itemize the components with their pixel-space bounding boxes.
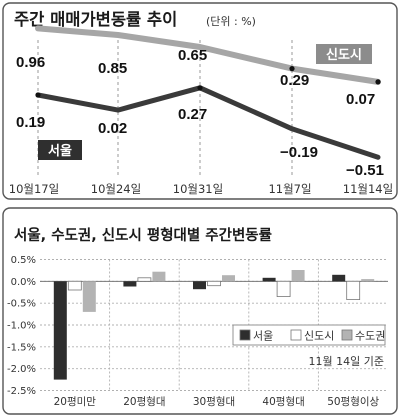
bar-chart-panel: 서울, 수도권, 신도시 평형대별 주간변동률 0.5% 0.0% -0.5% -1.…	[2, 207, 398, 415]
line-value-label: 0.27	[178, 106, 207, 123]
bar-x-tick-label: 20평형대	[123, 396, 165, 408]
bar-seoul	[262, 277, 276, 282]
bar-x-tick-label: 40평형대	[262, 396, 304, 408]
line-chart-x-ticks: 10월17일 10월24일 10월31일 11월7일 11월14일	[9, 182, 393, 196]
line-value-label: 0.29	[280, 72, 309, 89]
bar-y-tick-label: -1.5%	[7, 342, 36, 353]
line-value-label: 0.19	[16, 114, 45, 131]
line-x-tick-label: 11월14일	[343, 182, 393, 196]
line-x-tick-label: 10월31일	[173, 182, 223, 196]
line-x-tick-label: 10월24일	[91, 182, 141, 196]
legend-tag-sindosi	[316, 44, 372, 64]
legend-swatch-sudogwon	[341, 329, 353, 341]
line-value-label: −0.19	[280, 144, 318, 161]
legend-swatch-seoul	[239, 329, 251, 341]
line-chart-unit-note: (단위 : %)	[206, 15, 256, 28]
line-value-label: 0.85	[98, 60, 127, 77]
bar-sudogwon	[152, 271, 166, 282]
legend-label-sindosi: 신도시	[304, 330, 334, 343]
bar-chart-grid	[40, 259, 388, 391]
bar-sudogwon	[291, 270, 305, 282]
line-chart-series	[35, 25, 381, 160]
bar-chart-x-ticks: 20평미만 20평형대 30평형대 40평형대 50평형이상	[54, 396, 380, 408]
line-value-label: 0.65	[178, 47, 207, 64]
bar-seoul	[332, 274, 346, 282]
bar-sudogwon	[82, 281, 96, 312]
bar-sudogwon	[222, 275, 235, 282]
bar-seoul	[193, 281, 206, 290]
legend-tag-sindosi-label: 신도시	[326, 48, 362, 63]
bar-chart-bars	[53, 270, 375, 380]
bar-y-tick-label: -2.5%	[7, 386, 36, 397]
legend-tag-seoul-label: 서울	[48, 143, 72, 159]
bar-sindosi	[346, 280, 361, 300]
line-chart-panel: 주간 매매가변동률 추이 (단위 : %) 0.96 0.850.650.290.…	[2, 2, 398, 200]
bar-y-tick-label: 0.5%	[11, 255, 36, 266]
bar-sindosi	[207, 280, 221, 287]
bar-chart-date-note: 11월 14일 기준	[309, 354, 384, 368]
line-value-label: 0.96	[16, 54, 45, 71]
bar-chart-y-ticks: 0.5% 0.0% -0.5% -1.0% -1.5% -2.0% -2.5%	[7, 255, 36, 397]
legend-swatch-sindosi	[290, 329, 302, 341]
bar-y-tick-label: -1.0%	[7, 321, 36, 332]
legend-label-seoul: 서울	[253, 330, 273, 343]
legend-tag-seoul	[38, 140, 82, 160]
legend-label-sudogwon: 수도권	[355, 330, 385, 343]
line-point-marker	[375, 79, 381, 85]
line-value-label: −0.51	[346, 162, 384, 179]
bar-sudogwon	[361, 279, 375, 282]
line-x-tick-label: 10월17일	[9, 182, 59, 196]
bar-x-tick-label: 50평형이상	[327, 396, 379, 408]
bar-y-tick-label: -2.0%	[7, 364, 36, 375]
bar-seoul	[123, 281, 137, 287]
line-point-marker	[35, 92, 41, 98]
line-point-marker	[197, 85, 203, 91]
line-chart-title: 주간 매매가변동률 추이	[14, 10, 177, 29]
bar-seoul	[53, 281, 67, 380]
bar-sindosi	[276, 280, 291, 297]
line-x-tick-label: 11월7일	[268, 182, 311, 196]
bar-sindosi	[67, 280, 82, 291]
bar-x-tick-label: 30평형대	[193, 396, 235, 408]
line-value-label: 0.02	[98, 120, 127, 137]
bar-sindosi	[137, 277, 152, 282]
bar-y-tick-label: -0.5%	[7, 299, 36, 310]
line-chart-value-labels: 0.96 0.85 0.65 0.29 0.07 0.19 0.02 0.27 −0.19 −0.…	[16, 47, 384, 179]
line-series-sindosi	[35, 25, 381, 85]
bar-x-tick-label: 20평미만	[54, 396, 97, 408]
line-value-label: 0.07	[346, 91, 375, 108]
line-point-marker	[289, 66, 295, 72]
bar-chart-title: 서울, 수도권, 신도시 평형대별 주간변동률	[14, 226, 272, 244]
bar-y-tick-label: 0.0%	[11, 277, 36, 288]
bar-chart-legend: 서울 신도시 수도권	[232, 324, 386, 346]
